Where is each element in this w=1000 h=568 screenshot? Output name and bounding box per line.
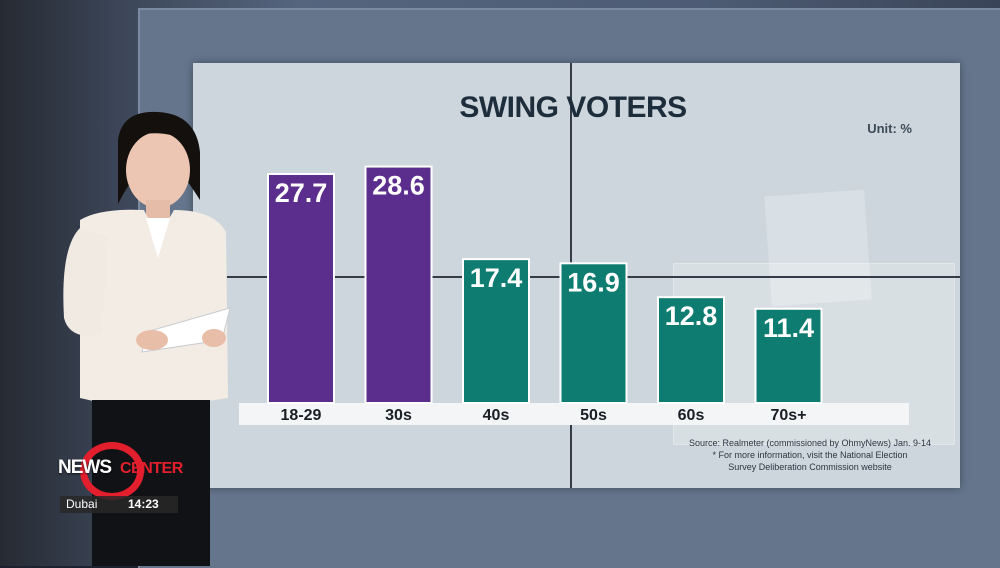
channel-logo: NEWS CENTER Dubai 14:23 — [56, 442, 186, 516]
logo-center-text: CENTER — [120, 460, 183, 477]
source-line: Source: Realmeter (commissioned by OhmyN… — [688, 438, 932, 448]
category-label-70s+: 70s+ — [770, 407, 806, 424]
category-label-60s: 60s — [678, 407, 705, 424]
value-label-60s: 12.8 — [665, 301, 718, 331]
clock-time: 14:23 — [128, 497, 159, 511]
category-label-40s: 40s — [483, 407, 510, 424]
category-label-50s: 50s — [580, 407, 607, 424]
location-label: Dubai — [66, 497, 98, 511]
bar-chart: 27.7 18-29 28.6 30s 17.4 40s 16.9 50s 12.8 60s 11.… — [267, 165, 823, 424]
bar-40s — [462, 258, 530, 404]
bar-70s+ — [754, 307, 823, 404]
category-axis-band — [239, 403, 909, 425]
source-note: Source: Realmeter (commissioned by OhmyN… — [680, 437, 940, 473]
bar-60s — [657, 296, 725, 404]
source-footnote-continued: Survey Deliberation Commission website — [728, 462, 892, 472]
bar-18-29 — [267, 173, 335, 404]
unit-label: Unit: % — [867, 121, 912, 136]
source-footnote: * For more information, visit the Nation… — [712, 450, 908, 460]
value-label-40s: 17.4 — [470, 263, 523, 293]
category-label-18-29: 18-29 — [281, 407, 322, 424]
chart-screen: SWING VOTERS Unit: % 27.7 18-29 28.6 30s 17.… — [193, 63, 960, 488]
bar-30s — [364, 165, 433, 404]
value-label-18-29: 27.7 — [275, 178, 328, 208]
category-label-30s: 30s — [385, 407, 412, 424]
value-label-70s+: 11.4 — [763, 313, 814, 343]
bar-50s — [559, 262, 628, 404]
chart-title: SWING VOTERS — [459, 91, 687, 124]
location-time-strip: Dubai 14:23 — [60, 496, 178, 513]
logo-news-text: NEWS — [58, 457, 112, 478]
value-label-30s: 28.6 — [372, 171, 425, 201]
value-label-50s: 16.9 — [567, 267, 620, 297]
